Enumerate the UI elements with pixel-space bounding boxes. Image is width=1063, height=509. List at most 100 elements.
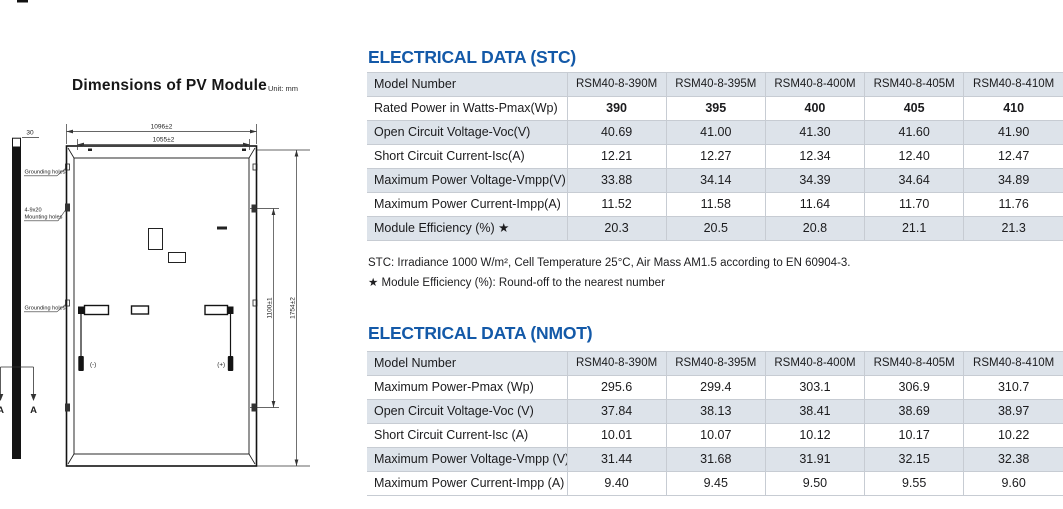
cell-value: 390 [566,96,667,121]
table-row: Short Circuit Current-Isc(A) 12.21 12.27 12… [367,144,1063,169]
nmot-section-title: ELECTRICAL DATA (NMOT) [368,323,593,343]
cell-value: 32.15 [864,447,965,472]
module-back-details [148,226,227,263]
cell-value: 299.4 [665,375,766,400]
cable-negative-label: (-) [90,362,96,369]
dimension-outer-width [66,124,257,144]
cell-value: 12.40 [864,144,965,169]
cell-value: 38.69 [864,399,965,424]
diagram-unit-label: Unit: mm [268,84,298,93]
cell-value: 31.91 [764,447,866,472]
section-aa-markers [0,366,37,401]
column-header-model: RSM40-8-390M [566,351,667,376]
stc-footnote-efficiency: ★ Module Efficiency (%): Round-off to th… [368,277,665,289]
dim-hole-span-label: 1100±1 [267,297,274,319]
table-row: Maximum Power Voltage-Vmpp(V) 33.88 34.14 3… [367,168,1063,193]
cell-value: 10.22 [963,423,1063,448]
row-label: Open Circuit Voltage-Voc (V) [367,399,568,424]
dimension-inner-width [77,139,250,150]
cell-value: 34.39 [764,168,866,193]
svg-text:Mounting holes: Mounting holes [25,215,63,221]
svg-text:Grounding holes: Grounding holes [25,170,66,176]
table-row: Rated Power in Watts-Pmax(Wp) 390 395 400 40… [367,96,1063,121]
cell-value: 34.64 [864,168,965,193]
stc-footnote-conditions: STC: Irradiance 1000 W/m², Cell Temperat… [368,257,851,269]
column-header-model: RSM40-8-400M [764,72,866,97]
section-label-a-left: A [0,405,4,416]
cell-value: 303.1 [764,375,866,400]
column-header-model: RSM40-8-395M [665,72,766,97]
column-header-model: RSM40-8-395M [665,351,766,376]
cell-value: 37.84 [566,399,667,424]
cell-value: 9.60 [963,471,1063,496]
cell-value: 12.27 [665,144,766,169]
cell-value: 31.68 [665,447,766,472]
cell-value: 21.1 [864,216,965,241]
cell-value: 41.90 [963,120,1063,145]
cable-positive-label: (+) [217,362,225,369]
cell-value: 10.17 [864,423,965,448]
pv-module-dimension-drawing: 30 A A [0,0,310,467]
cell-value: 40.69 [566,120,667,145]
grounding-holes-bottom: Grounding holes [24,303,67,313]
column-header-model: RSM40-8-405M [864,351,965,376]
cell-value: 21.3 [963,216,1063,241]
cell-value: 410 [963,96,1063,121]
cell-value: 310.7 [963,375,1063,400]
cell-value: 12.34 [764,144,866,169]
cell-value: 405 [864,96,965,121]
cell-value: 32.38 [963,447,1063,472]
column-header-model: RSM40-8-410M [963,72,1063,97]
cell-value: 11.52 [566,192,667,217]
stc-table: Model Number RSM40-8-390M RSM40-8-395M RSM4… [367,72,1063,241]
svg-text:Grounding holes: Grounding holes [25,306,66,312]
table-header-row: Model Number RSM40-8-390M RSM40-8-395M RSM4… [367,72,1063,97]
row-label: Maximum Power Voltage-Vmpp (V) [367,447,568,472]
cell-value: 41.00 [665,120,766,145]
cell-value: 20.5 [665,216,766,241]
cell-value: 38.13 [665,399,766,424]
cell-value: 11.70 [864,192,965,217]
svg-text:4-9x20: 4-9x20 [25,208,42,214]
cell-value: 12.47 [963,144,1063,169]
column-header-label: Model Number [367,72,568,97]
table-row: Maximum Power-Pmax (Wp) 295.6 299.4 303.1 30… [367,375,1063,400]
section-label-a-right: A [30,405,37,416]
cell-value: 20.8 [764,216,866,241]
cell-value: 38.97 [963,399,1063,424]
row-label: Maximum Power Voltage-Vmpp(V) [367,168,568,193]
cell-value: 38.41 [764,399,866,424]
cell-value: 34.14 [665,168,766,193]
cell-value: 295.6 [566,375,667,400]
cell-value: 31.44 [566,447,667,472]
table-row: Open Circuit Voltage-Voc(V) 40.69 41.00 41.… [367,120,1063,145]
cell-value: 9.40 [566,471,667,496]
page-edge-artifact [17,0,28,3]
cell-value: 11.76 [963,192,1063,217]
dim-inner-width-label: 1055±2 [153,137,175,144]
cell-value: 12.21 [566,144,667,169]
table-row: Open Circuit Voltage-Voc (V) 37.84 38.13 38… [367,399,1063,424]
table-row: Short Circuit Current-Isc (A) 10.01 10.07 1… [367,423,1063,448]
frame-hole-marks [65,163,258,412]
dimension-heights [250,149,310,467]
cell-value: 20.3 [566,216,667,241]
column-header-model: RSM40-8-405M [864,72,965,97]
row-label: Module Efficiency (%) ★ [367,216,568,241]
side-view-profile: 30 [12,130,39,459]
table-row: Module Efficiency (%) ★ 20.3 20.5 20.8 21.1 2… [367,216,1063,241]
cell-value: 9.50 [764,471,866,496]
cell-value: 306.9 [864,375,965,400]
cell-value: 10.07 [665,423,766,448]
junction-boxes [78,304,234,316]
table-row: Maximum Power Current-Impp (A) 9.40 9.45 9.… [367,471,1063,496]
row-label: Short Circuit Current-Isc(A) [367,144,568,169]
cell-value: 10.12 [764,423,866,448]
cell-value: 34.89 [963,168,1063,193]
row-label: Maximum Power-Pmax (Wp) [367,375,568,400]
output-cables [78,314,234,371]
table-row: Maximum Power Current-Impp(A) 11.52 11.58 1… [367,192,1063,217]
dim-outer-width-label: 1096±2 [151,124,173,131]
table-header-row: Model Number RSM40-8-390M RSM40-8-395M RSM4… [367,351,1063,376]
